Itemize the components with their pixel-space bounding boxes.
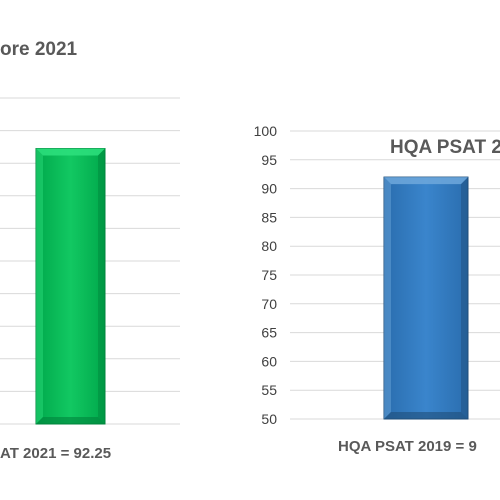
chart-left: ore 2021 AT 2021 = 92.25 — [0, 39, 180, 462]
chart-right-y-axis: 50 55 60 65 70 75 80 85 90 95 100 — [254, 123, 278, 427]
chart-right-bar — [383, 176, 469, 420]
chart-left-category-label: AT 2021 = 92.25 — [0, 445, 111, 462]
chart-right-y-tick-label: 65 — [261, 325, 277, 341]
chart-right-y-tick-label: 75 — [261, 267, 277, 283]
chart-right-y-tick-label: 100 — [254, 123, 278, 139]
chart-left-bar — [35, 148, 106, 425]
chart-right-y-tick-label: 80 — [261, 238, 277, 254]
chart-left-title: ore 2021 — [0, 39, 78, 60]
chart-right-y-tick-label: 90 — [261, 181, 277, 197]
chart-right: 50 55 60 65 70 75 80 85 90 95 100 HQA PSAT 2 HQA P… — [254, 123, 500, 455]
chart-right-category-label: HQA PSAT 2019 = 9 — [338, 438, 477, 455]
chart-right-y-tick-label: 55 — [261, 382, 277, 398]
chart-right-y-tick-label: 95 — [261, 152, 277, 168]
chart-right-y-tick-label: 70 — [261, 296, 277, 312]
chart-right-y-tick-label: 60 — [261, 353, 277, 369]
chart-right-title: HQA PSAT 2 — [390, 137, 500, 158]
chart-right-bars — [383, 176, 469, 420]
chart-right-y-tick-label: 85 — [261, 209, 277, 225]
chart-left-bars — [35, 148, 106, 425]
chart-right-y-tick-label: 50 — [261, 411, 277, 427]
